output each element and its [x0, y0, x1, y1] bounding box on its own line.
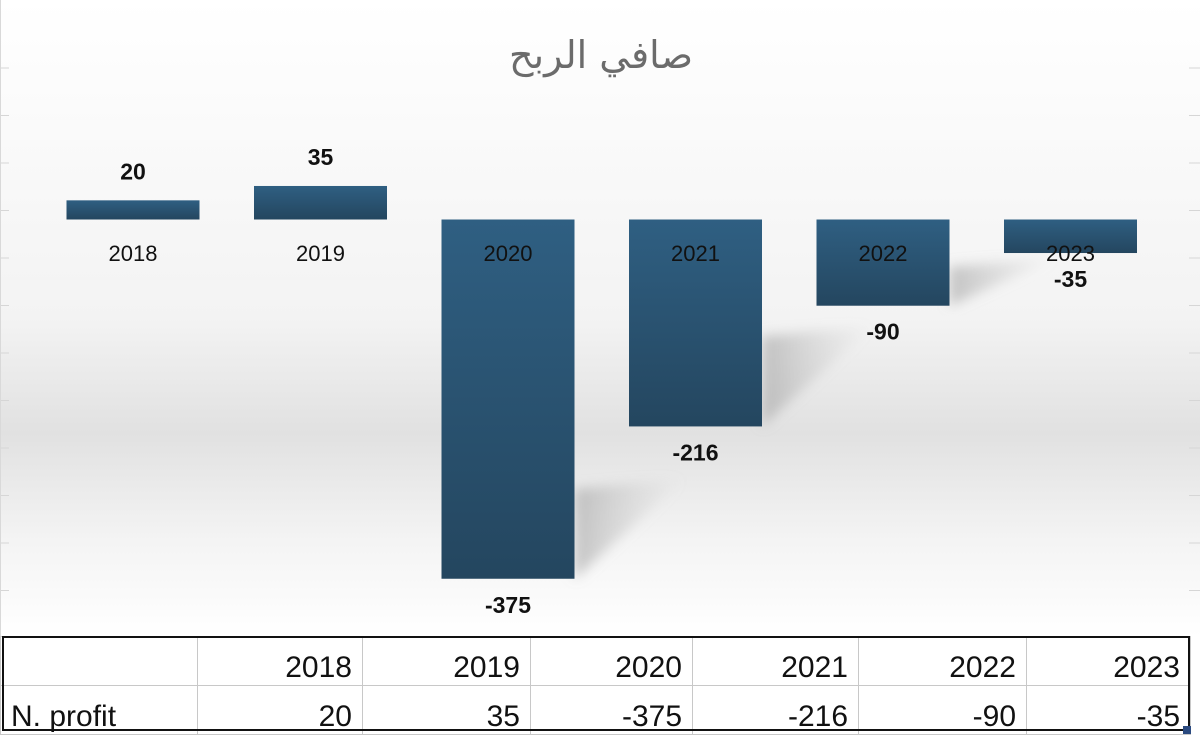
- table-header-row: 2018 2019 2020 2021 2022 2023: [0, 636, 1191, 686]
- category-label: 2020: [484, 241, 533, 266]
- category-label: 2022: [859, 241, 908, 266]
- bar-2018[interactable]: [66, 200, 200, 220]
- bar-shadow: [949, 256, 1060, 306]
- table-cell[interactable]: 35: [362, 685, 531, 735]
- data-label: 35: [308, 144, 334, 170]
- table-cell[interactable]: -90: [858, 685, 1027, 735]
- bar-shadow: [574, 478, 685, 579]
- table-cell[interactable]: -216: [692, 685, 859, 735]
- bar-2021[interactable]: [629, 219, 762, 427]
- data-table: 2018 2019 2020 2021 2022 2023 N. profit …: [0, 636, 1191, 735]
- chart-area: صافي الربح 2018 2019 2020 2021 2022 2023 20 35…: [0, 0, 1200, 637]
- data-label: -375: [485, 592, 531, 618]
- chart-title: صافي الربح: [509, 33, 693, 78]
- data-label: -216: [672, 439, 718, 465]
- row-label-cell[interactable]: N. profit: [0, 685, 198, 735]
- table-cell[interactable]: [0, 636, 198, 686]
- bar-chart: صافي الربح 2018 2019 2020 2021 2022 2023 20 35…: [1, 0, 1200, 637]
- bar-2023[interactable]: [1004, 219, 1137, 254]
- table-cell[interactable]: 2021: [692, 636, 859, 686]
- bar-shadow: [762, 326, 872, 427]
- table-cell[interactable]: -375: [530, 685, 693, 735]
- table-cell[interactable]: 20: [197, 685, 363, 735]
- table-cell[interactable]: 2022: [858, 636, 1027, 686]
- bar-shadows: [574, 256, 1060, 579]
- bar-2019[interactable]: [254, 185, 387, 220]
- table-cell[interactable]: -35: [1026, 685, 1191, 735]
- value-labels: 20 35 -375 -216 -90 -35: [120, 144, 1087, 618]
- table-row: N. profit 20 35 -375 -216 -90 -35: [0, 685, 1191, 735]
- category-label: 2023: [1046, 241, 1095, 266]
- data-label: 20: [120, 158, 146, 184]
- table-cell[interactable]: 2020: [530, 636, 693, 686]
- sheet-gridlines: [1, 67, 1200, 591]
- category-label: 2018: [109, 241, 158, 266]
- category-label: 2021: [671, 241, 720, 266]
- table-cell[interactable]: 2018: [197, 636, 363, 686]
- category-labels: 2018 2019 2020 2021 2022 2023: [109, 241, 1095, 266]
- bars: [66, 185, 1137, 579]
- bar-2022[interactable]: [816, 219, 950, 306]
- data-label: -90: [866, 319, 899, 345]
- category-label: 2019: [296, 241, 345, 266]
- table-cell[interactable]: 2019: [362, 636, 531, 686]
- bar-2020[interactable]: [441, 219, 575, 579]
- table-cell[interactable]: 2023: [1026, 636, 1191, 686]
- data-label: -35: [1054, 266, 1087, 292]
- resize-handle[interactable]: [1183, 726, 1191, 734]
